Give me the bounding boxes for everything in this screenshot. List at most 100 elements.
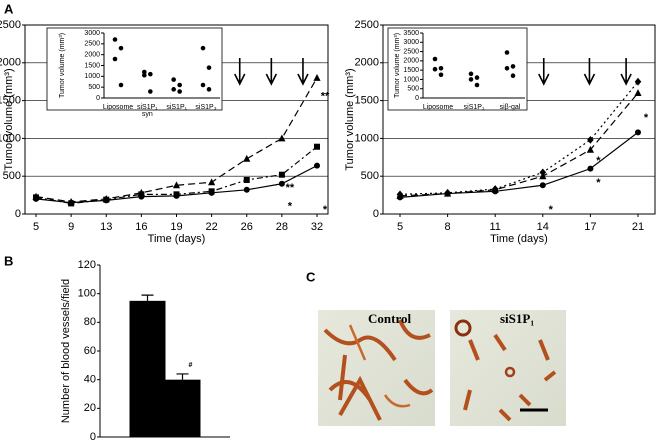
x-tick-label: siS1P₁: [166, 104, 187, 111]
point: [177, 89, 182, 94]
x-tick-label-line: siS1P₁: [137, 104, 158, 111]
annotation: *: [288, 200, 293, 212]
x-tick-label-line: 8: [445, 221, 451, 233]
x-tick-label: 13: [100, 221, 112, 233]
point: [200, 82, 206, 88]
x-tick-label-line: siβ-gal: [500, 104, 521, 111]
point: [118, 45, 124, 51]
x-tick-label-line: 9: [68, 221, 74, 233]
marker: [32, 192, 40, 200]
inset-frame: [387, 27, 528, 111]
y-tick-label: 3000: [84, 30, 100, 37]
x-tick-label: 21: [632, 221, 644, 233]
point: [432, 56, 438, 62]
x-tick-label-line: 5: [33, 221, 39, 233]
y-tick-label: 500: [3, 170, 21, 182]
x-tick-label-line: 22: [206, 221, 218, 233]
x-tick-label-line: 5: [397, 221, 403, 233]
marker: [102, 194, 110, 202]
marker: [67, 198, 75, 205]
x-tick-label: 11: [489, 221, 500, 233]
y-tick-label: 40: [84, 374, 96, 386]
y-tick-label: 1000: [0, 132, 21, 144]
y-axis-label: Tumor volume (mm³): [3, 68, 15, 170]
injection-arrow: [265, 58, 278, 86]
x-tick-label-line: 21: [632, 221, 644, 233]
point: [438, 65, 444, 71]
y-tick-label: 500: [407, 86, 419, 93]
micrograph-label: siS1P₁: [500, 311, 534, 326]
marker: [243, 154, 251, 162]
x-tick-label: 28: [276, 221, 288, 233]
y-tick-label: 60: [84, 345, 96, 357]
annotation: *: [549, 204, 554, 216]
y-axis-label: Tumor volume (mm³): [394, 33, 401, 98]
series-line: [399, 92, 639, 197]
y-tick-label: 0: [15, 208, 21, 220]
injection-arrow: [583, 58, 596, 86]
injection-arrow: [620, 58, 632, 86]
marker: [586, 145, 594, 153]
x-tick-label: 22: [206, 221, 218, 233]
marker: [634, 77, 642, 86]
marker: [243, 186, 250, 193]
point: [438, 72, 444, 78]
point: [148, 89, 153, 94]
marker: [313, 74, 321, 81]
point: [177, 82, 182, 88]
x-tick-label: 26: [241, 221, 253, 233]
point: [118, 82, 124, 88]
y-tick-label: 2500: [355, 19, 379, 31]
point: [468, 71, 474, 77]
x-axis-label: Time (days): [148, 233, 206, 245]
point: [148, 71, 153, 77]
x-tick-label-line: 17: [584, 221, 596, 233]
micrograph: Control: [318, 310, 435, 426]
point: [200, 45, 206, 51]
marker: [539, 172, 547, 180]
y-tick-label: 1500: [403, 67, 419, 74]
x-tick-label: Liposome: [423, 104, 453, 111]
x-tick-label-line: siS1P₁: [464, 104, 485, 111]
marker: [137, 188, 145, 196]
x-tick-label-line: 13: [100, 221, 112, 233]
x-tick-label-line: Liposome: [103, 104, 133, 111]
x-tick-label: siS1P₁ syn: [137, 104, 158, 118]
bar: [164, 379, 201, 437]
y-tick-label: 0: [373, 208, 379, 220]
point: [432, 66, 438, 72]
inset-frame: [46, 27, 223, 111]
x-tick-label: 16: [135, 221, 147, 233]
x-tick-label: siS1P₁: [464, 104, 485, 111]
point: [510, 64, 516, 69]
y-tick-label: 500: [361, 170, 379, 182]
point: [142, 69, 147, 75]
micrograph-label: Control: [368, 311, 411, 326]
point: [510, 73, 516, 79]
marker: [539, 182, 546, 189]
y-axis-label: Number of blood vessels/field: [60, 279, 72, 423]
injection-arrow: [538, 58, 550, 86]
bar: [129, 300, 166, 437]
y-tick-label: 2000: [0, 57, 21, 69]
y-tick-label: 3500: [403, 30, 419, 37]
y-tick-label: 1000: [355, 132, 379, 144]
x-tick-label-line: siS1P₁: [166, 104, 187, 111]
y-tick-label: 1000: [403, 76, 419, 83]
point: [474, 82, 480, 88]
marker: [635, 129, 641, 136]
x-tick-label: 19: [170, 221, 182, 233]
y-tick-label: 2000: [355, 57, 379, 69]
y-tick-label: 0: [96, 95, 100, 102]
x-tick-label-line: 32: [311, 221, 323, 233]
marker: [396, 191, 404, 199]
point: [206, 65, 212, 70]
point: [504, 65, 510, 71]
x-tick-label-line: siS1P₃: [195, 104, 216, 111]
x-tick-label-line: 11: [489, 221, 500, 233]
x-tick-label: 5: [33, 221, 39, 233]
y-tick-label: 100: [78, 288, 96, 300]
series-line: [35, 77, 318, 203]
